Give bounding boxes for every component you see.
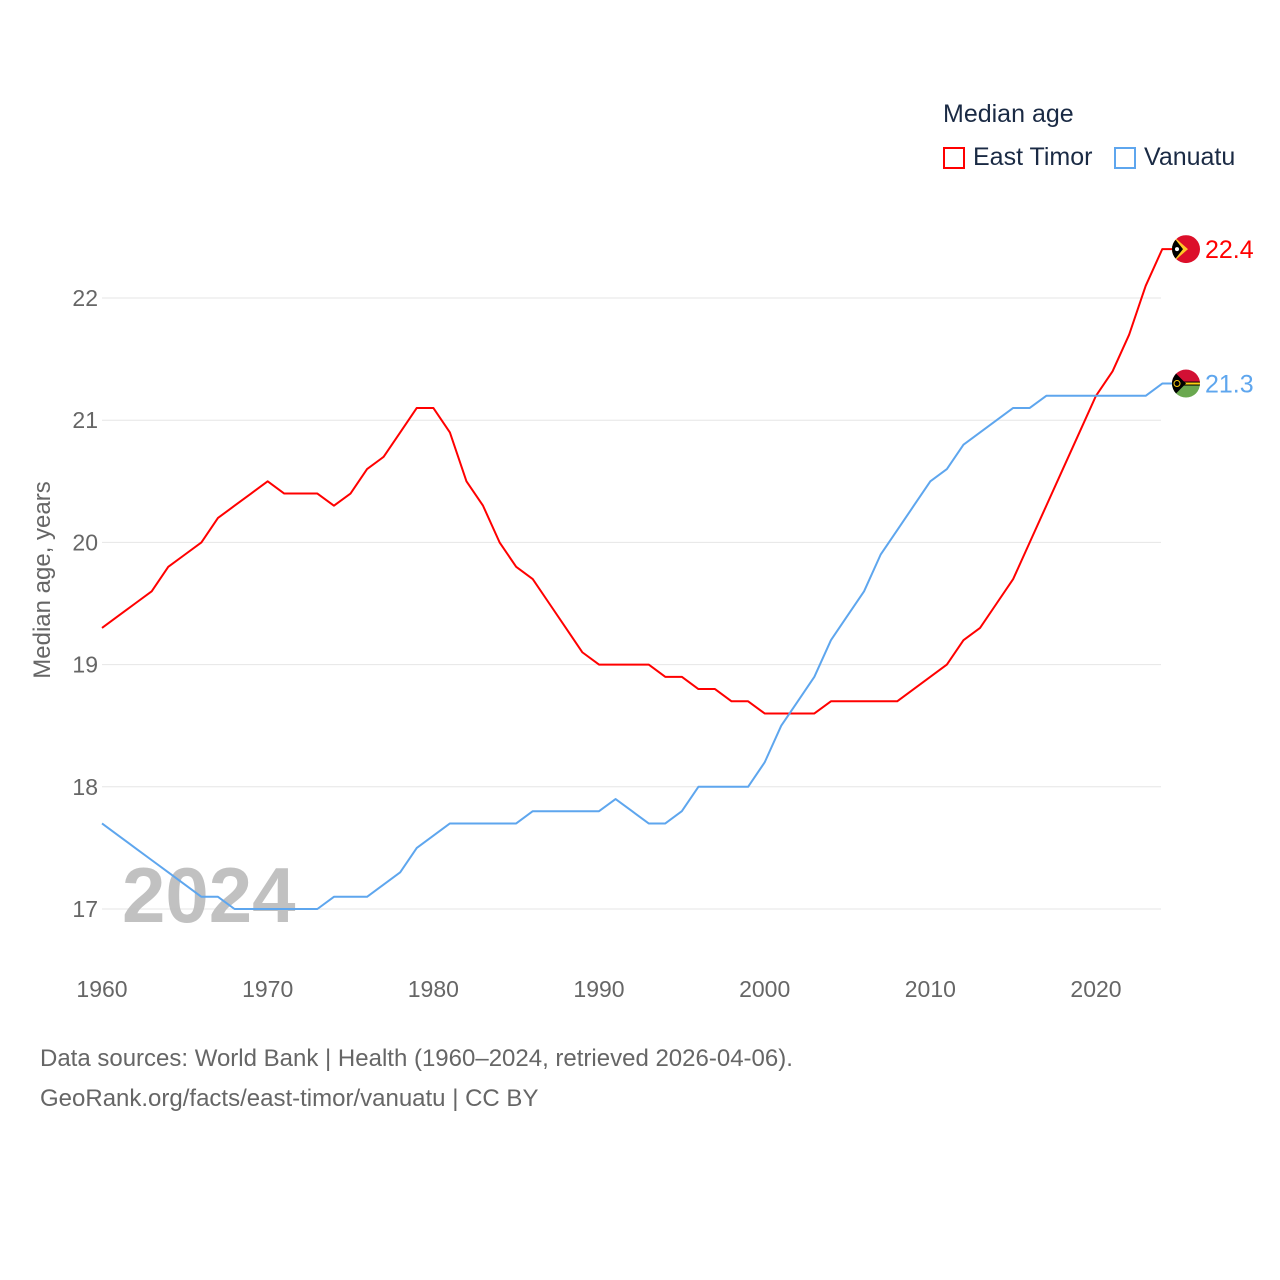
end-value-label: 22.4 — [1205, 236, 1254, 264]
legend-item-vanuatu[interactable]: Vanuatu — [1114, 143, 1235, 172]
x-tick-label: 1990 — [573, 976, 624, 1002]
footer-sources: Data sources: World Bank | Health (1960–… — [40, 1045, 793, 1072]
east-timor-flag-icon — [1172, 235, 1200, 264]
x-tick-label: 2000 — [739, 976, 790, 1002]
legend-label: Vanuatu — [1144, 143, 1236, 171]
legend-item-east-timor[interactable]: East Timor — [943, 143, 1092, 172]
year-watermark: 2024 — [122, 851, 296, 939]
x-tick-label: 1980 — [408, 976, 459, 1002]
legend-swatch-vanuatu — [1114, 146, 1136, 169]
legend-swatch-east-timor — [943, 146, 965, 169]
series-line-east-timor — [101, 248, 1173, 715]
x-tick-label: 2020 — [1070, 976, 1121, 1002]
y-tick-label: 21 — [72, 407, 98, 433]
legend-label: East Timor — [973, 143, 1093, 171]
x-tick-label: 1960 — [76, 976, 127, 1002]
legend-title: Median age — [943, 100, 1074, 128]
end-value-label: 21.3 — [1205, 371, 1254, 399]
y-tick-label: 19 — [72, 652, 98, 678]
x-tick-label: 1970 — [242, 976, 293, 1002]
footer-link[interactable]: GeoRank.org/facts/east-timor/vanuatu | C… — [40, 1085, 539, 1112]
x-tick-label: 2010 — [905, 976, 956, 1002]
y-tick-label: 18 — [72, 774, 98, 800]
series-line-vanuatu — [101, 382, 1173, 910]
y-tick-label: 17 — [72, 896, 98, 922]
vanuatu-flag-icon — [1172, 369, 1200, 398]
y-tick-label: 22 — [72, 285, 98, 311]
y-tick-label: 20 — [72, 529, 98, 555]
y-axis-label: Median age, years — [29, 481, 56, 678]
